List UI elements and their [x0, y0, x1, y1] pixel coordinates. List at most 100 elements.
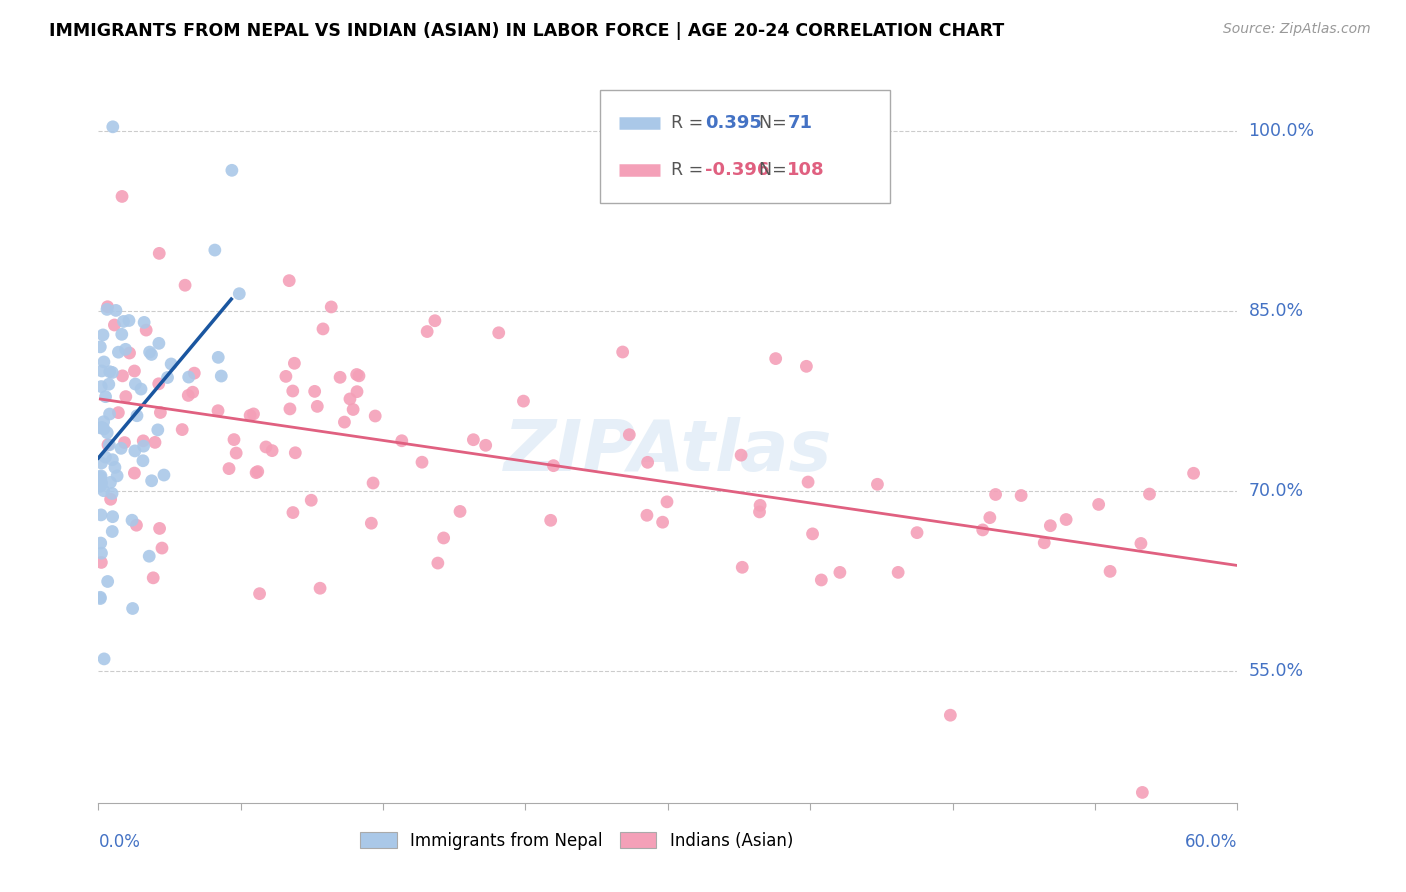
Point [361, 476, 384, 491]
Point [93, 483, 115, 498]
Point [101, 120, 124, 134]
Point [132, 439, 155, 453]
FancyBboxPatch shape [599, 90, 890, 203]
Point [1039, 518, 1062, 533]
Point [103, 318, 125, 332]
Text: N=: N= [759, 114, 792, 132]
Point [104, 460, 127, 475]
Point [90, 508, 112, 522]
Point [1010, 489, 1032, 503]
Point [221, 163, 243, 178]
Point [96, 302, 118, 317]
Point [100, 492, 122, 507]
Text: 70.0%: 70.0% [1249, 482, 1303, 500]
Point [114, 435, 136, 450]
Point [242, 407, 264, 421]
Point [346, 384, 368, 399]
Point [1139, 487, 1161, 501]
Point [283, 356, 305, 370]
Point [148, 376, 170, 391]
Point [449, 504, 471, 518]
Point [149, 521, 172, 535]
Point [93, 355, 115, 369]
Point [346, 368, 368, 382]
Point [89, 475, 111, 489]
Point [1099, 565, 1122, 579]
Point [391, 434, 413, 448]
Point [98, 365, 121, 379]
Text: R =: R = [671, 161, 709, 178]
Text: N=: N= [759, 161, 792, 178]
Point [90, 536, 112, 550]
Point [141, 347, 163, 361]
Point [100, 475, 122, 490]
Point [474, 438, 496, 452]
Point [333, 415, 356, 429]
Point [98, 438, 121, 452]
Point [262, 443, 284, 458]
Point [111, 189, 134, 203]
Point [278, 401, 301, 416]
Point [655, 495, 678, 509]
Point [97, 574, 120, 589]
Point [748, 505, 770, 519]
Point [124, 377, 146, 392]
Text: 100.0%: 100.0% [1249, 122, 1315, 140]
Text: 85.0%: 85.0% [1249, 302, 1303, 320]
Point [228, 286, 250, 301]
Point [90, 556, 112, 570]
Point [364, 409, 387, 423]
Point [121, 513, 143, 527]
Point [138, 345, 160, 359]
Point [979, 510, 1001, 524]
Point [160, 357, 183, 371]
Point [125, 518, 148, 533]
Point [110, 442, 132, 456]
Point [104, 303, 127, 318]
Point [342, 402, 364, 417]
Point [651, 515, 673, 529]
Point [183, 366, 205, 380]
Point [207, 403, 229, 417]
Text: 55.0%: 55.0% [1249, 662, 1303, 680]
Point [90, 546, 112, 560]
Point [94, 390, 117, 404]
Point [426, 556, 449, 570]
Point [1129, 536, 1152, 550]
Point [810, 573, 832, 587]
Point [239, 409, 262, 423]
Point [114, 343, 136, 357]
Point [148, 336, 170, 351]
Point [797, 475, 820, 489]
Point [939, 708, 962, 723]
Point [207, 351, 229, 365]
Point [91, 420, 114, 434]
Point [148, 246, 170, 260]
Point [174, 278, 197, 293]
Point [321, 300, 343, 314]
Point [749, 499, 772, 513]
Point [281, 384, 304, 398]
Point [347, 368, 370, 383]
Point [1130, 785, 1153, 799]
Point [98, 407, 121, 421]
Point [146, 423, 169, 437]
Point [1182, 467, 1205, 481]
Point [245, 466, 267, 480]
Point [307, 400, 329, 414]
Point [114, 390, 136, 404]
Point [93, 422, 115, 436]
Point [299, 493, 322, 508]
Point [887, 566, 910, 580]
Point [112, 314, 135, 328]
Point [93, 652, 115, 666]
Text: IMMIGRANTS FROM NEPAL VS INDIAN (ASIAN) IN LABOR FORCE | AGE 20-24 CORRELATION C: IMMIGRANTS FROM NEPAL VS INDIAN (ASIAN) … [49, 22, 1004, 40]
Point [801, 527, 824, 541]
Point [89, 591, 111, 606]
Point [284, 446, 307, 460]
Text: 108: 108 [787, 161, 825, 178]
Point [204, 243, 226, 257]
Point [218, 461, 240, 475]
Text: -0.396: -0.396 [706, 161, 770, 178]
Point [124, 364, 146, 378]
